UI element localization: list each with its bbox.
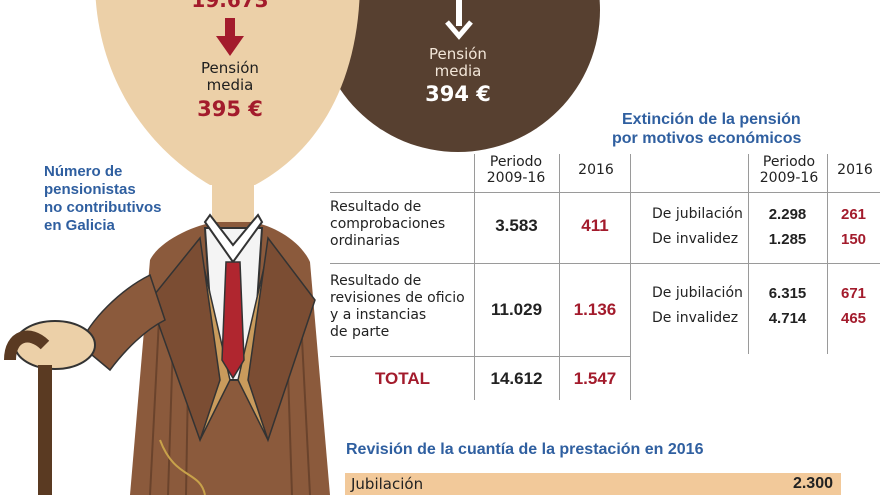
header-2016-right: 2016 [837, 162, 873, 178]
total-label: TOTAL [374, 369, 431, 388]
header-2016: 2016 [578, 162, 614, 178]
row-2-sub-2-period: 4.714 [768, 310, 807, 327]
extinction-title-line-1: Extinción de la pensión [622, 111, 801, 128]
row-2-sub-1-period: 6.315 [768, 285, 807, 302]
header-period: Periodo 2009-16 [486, 154, 546, 186]
row-1-period: 3.583 [495, 216, 538, 235]
revision-bar: Jubilación 2.300 [345, 473, 841, 495]
row-2-sub-2-label: De invalidez [652, 310, 739, 326]
row-1-sub-1-2016: 261 [840, 206, 867, 223]
header-period-right: Periodo 2009-16 [759, 154, 819, 186]
extinction-title: Extinción de la pensión por motivos econ… [612, 110, 801, 148]
row-2-period: 11.029 [490, 300, 543, 319]
bubble-right-value: 394 € [425, 82, 491, 106]
row-1-label: Resultado de comprobaciones ordinarias [330, 199, 446, 249]
cane [38, 365, 52, 495]
revision-title: Revisión de la cuantía de la prestación … [346, 441, 704, 458]
bubble-left-label-2: media [206, 76, 254, 94]
row-1-sub-2-label: De invalidez [652, 231, 739, 247]
down-arrow-icon [216, 18, 244, 56]
row-2-sub-1-2016: 671 [840, 285, 867, 302]
row-2-label: Resultado de revisiones de oficio y a in… [330, 273, 465, 340]
row-1-sub-2-2016: 150 [840, 231, 867, 248]
row-1-sub-2-period: 1.285 [768, 231, 807, 248]
side-title-line-2: pensionistas [44, 181, 136, 198]
row-1-sub-1-period: 2.298 [768, 206, 807, 223]
row-2-2016: 1.136 [573, 300, 617, 319]
row-1-2016: 411 [581, 216, 609, 235]
row-2-sub-2-2016: 465 [840, 310, 867, 327]
side-title: Número de pensionistas no contributivos … [44, 163, 162, 235]
extinction-title-line-2: por motivos económicos [612, 130, 802, 147]
bubble-left-top-value: 19.673 [191, 0, 269, 12]
side-title-line-3: no contributivos [44, 199, 162, 216]
bubble-left-label-1: Pensión [201, 59, 259, 77]
bubble-right-shape [316, 0, 600, 152]
bubble-right-label-2: media [434, 62, 482, 80]
row-2-sub-1-label: De jubilación [652, 285, 743, 301]
bubble-left-value: 395 € [197, 97, 263, 121]
bubble-left-shape [95, 0, 360, 185]
side-title-line-1: Número de [44, 163, 123, 180]
total-period: 14.612 [490, 369, 543, 388]
side-title-line-4: en Galicia [44, 217, 115, 234]
row-1-sub-1-label: De jubilación [652, 206, 743, 222]
revision-bar-label: Jubilación [351, 475, 424, 493]
bubble-right-label-1: Pensión [429, 45, 487, 63]
tie [221, 261, 245, 380]
down-arrow-white-icon [445, 0, 473, 40]
total-2016: 1.547 [573, 369, 617, 388]
revision-bar-value: 2.300 [792, 475, 833, 492]
